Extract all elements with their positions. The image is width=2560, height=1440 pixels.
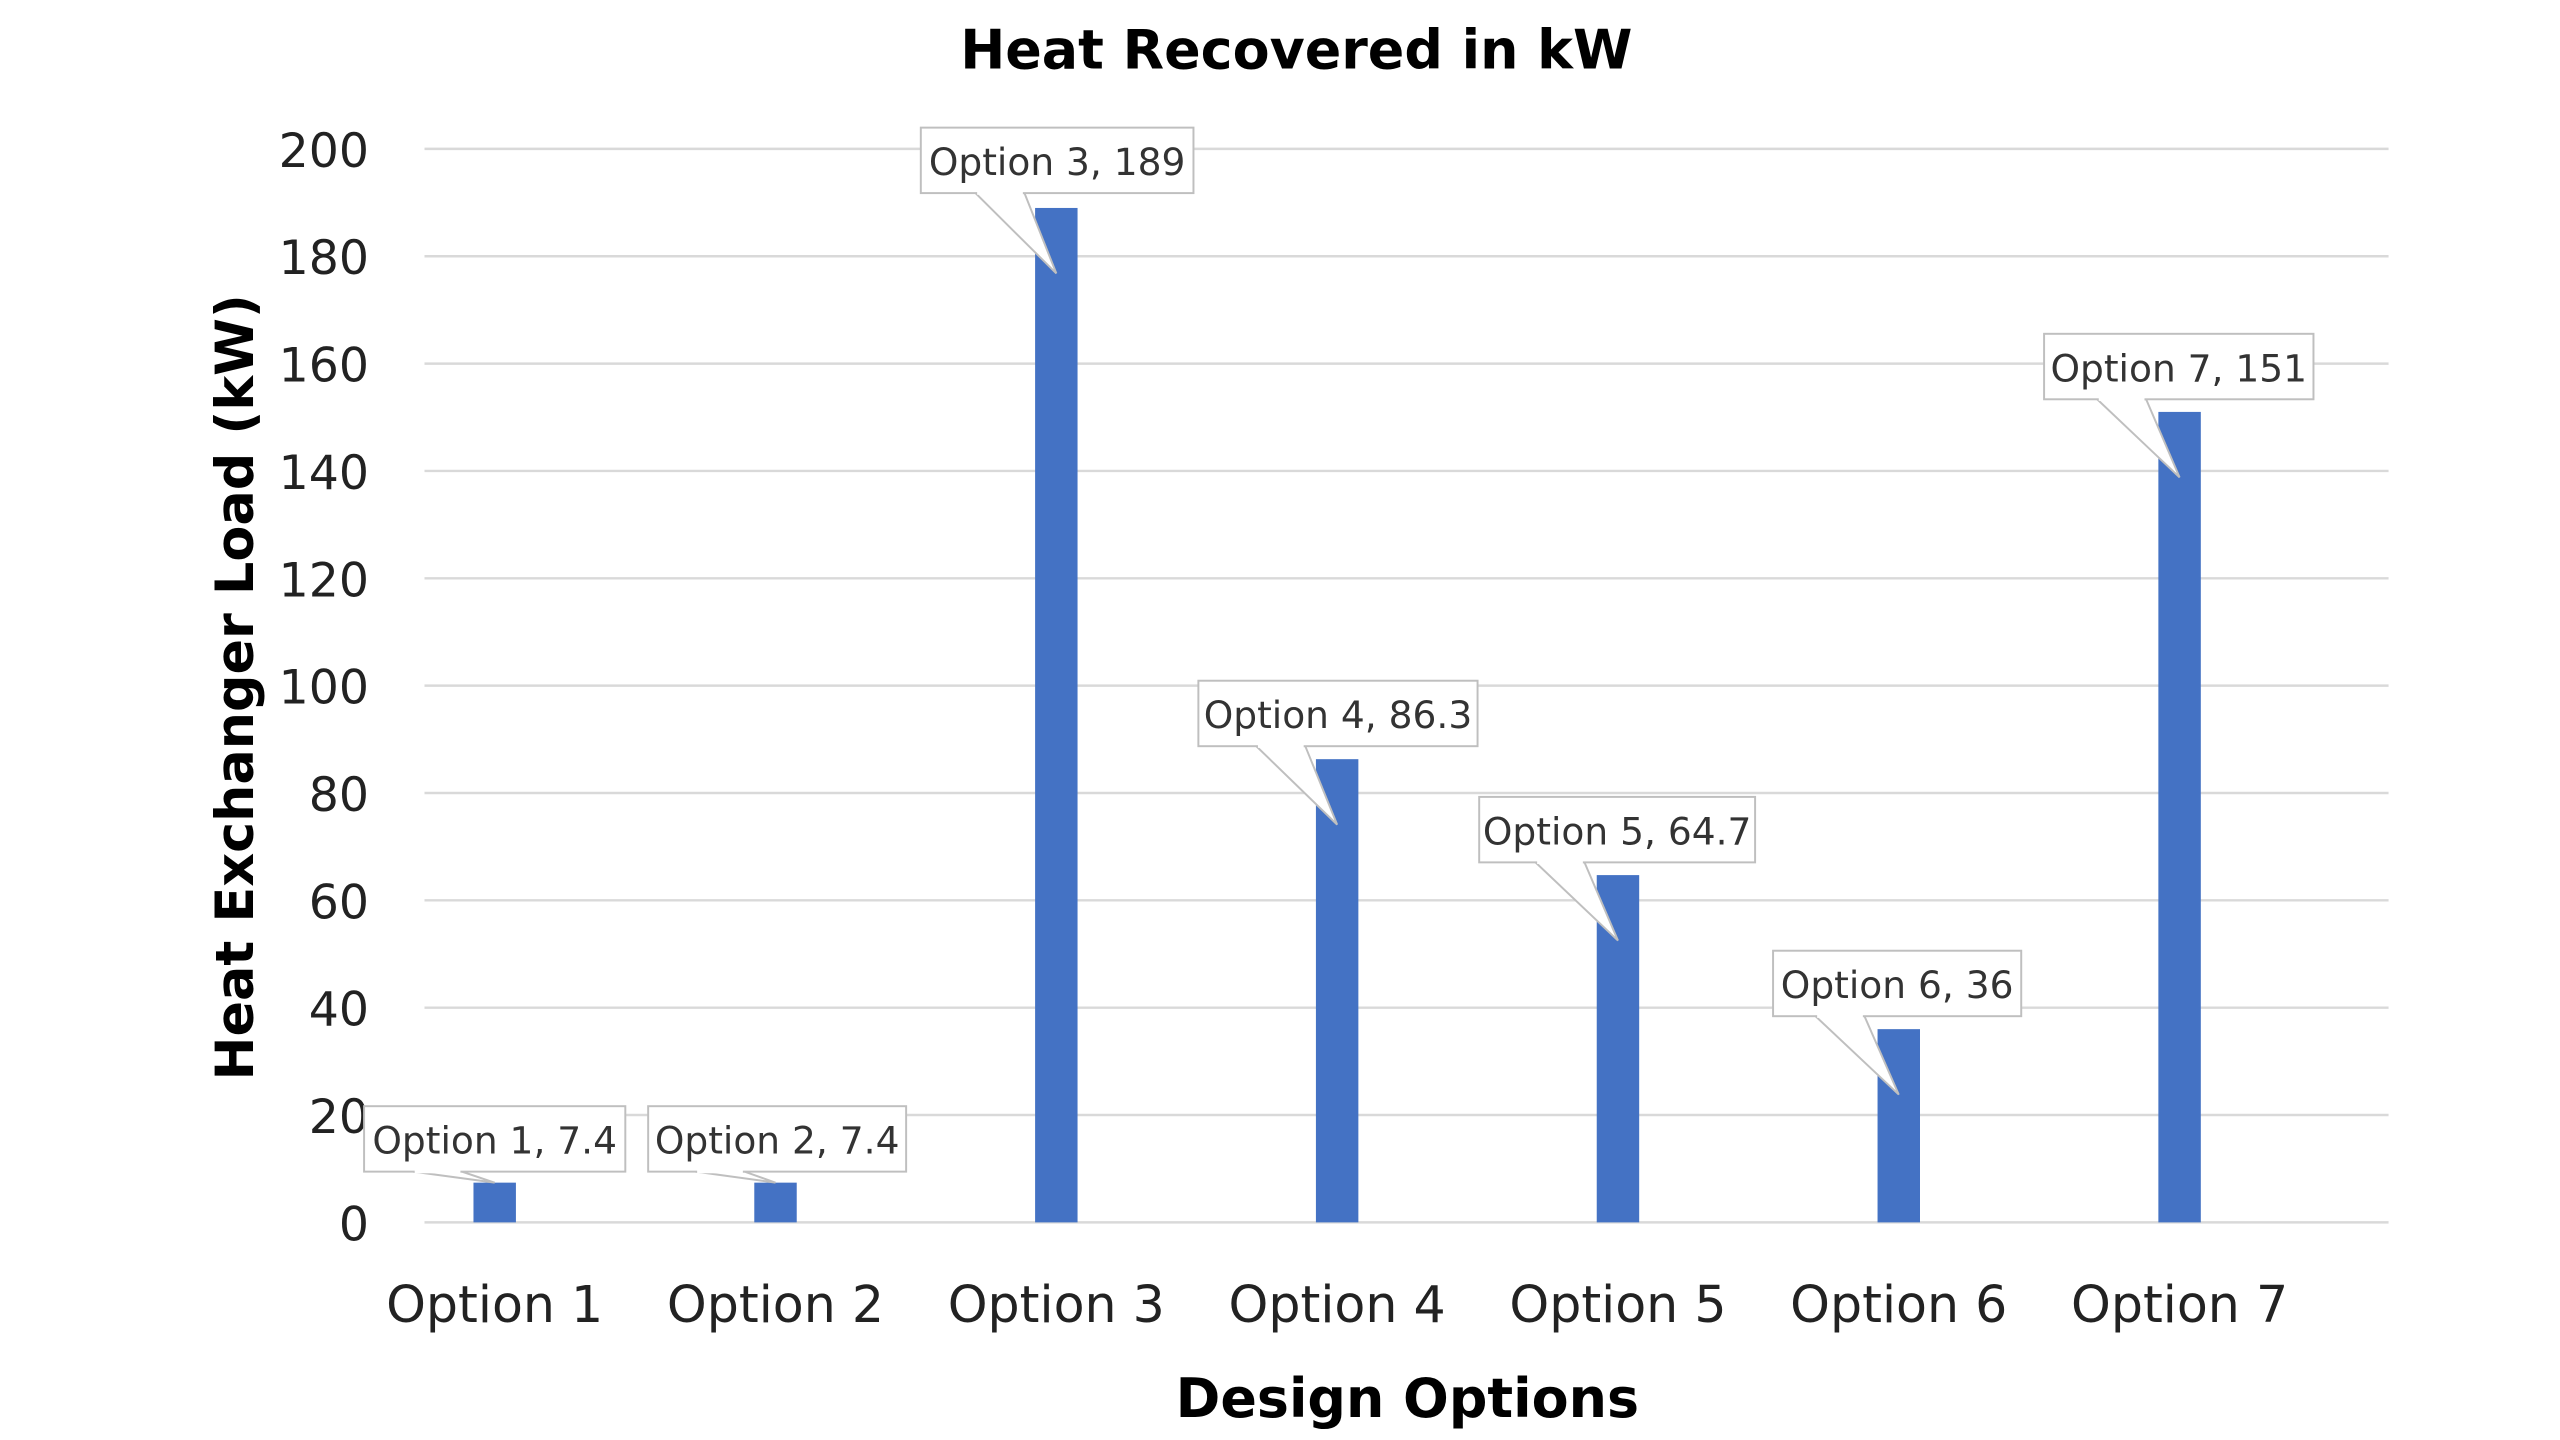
y-tick-label: 20 [309, 1090, 369, 1145]
x-tick-label: Option 3 [948, 1275, 1165, 1334]
data-label: Option 7, 151 [2043, 332, 2315, 479]
bar [2158, 411, 2201, 1223]
x-tick-label: Option 1 [386, 1275, 603, 1334]
y-axis-label: Heat Exchanger Load (kW) [205, 294, 266, 1080]
x-tick-label: Option 2 [667, 1275, 884, 1334]
bar [754, 1182, 797, 1223]
y-tick-label: 120 [279, 553, 369, 608]
data-label: Option 1, 7.4 [363, 1105, 627, 1184]
data-label-text: Option 1, 7.4 [372, 1119, 617, 1163]
callout-box [1478, 795, 1757, 864]
data-label: Option 2, 7.4 [647, 1105, 908, 1184]
data-label: Option 4, 86.3 [1197, 679, 1479, 826]
chart-title: Heat Recovered in kW [960, 19, 1632, 82]
y-tick-label: 40 [309, 983, 369, 1038]
y-tick-label: 200 [279, 124, 369, 179]
y-tick-label: 100 [279, 661, 369, 716]
y-tick-label: 140 [279, 446, 369, 501]
bar [1315, 759, 1359, 1223]
callout-pointer [412, 1170, 496, 1184]
callout-box [647, 1105, 908, 1173]
x-tick-label: Option 4 [1229, 1275, 1446, 1334]
x-axis-label: Design Options [1176, 1367, 1639, 1430]
data-label-text: Option 7, 151 [2050, 346, 2307, 390]
data-label: Option 6, 36 [1772, 949, 2023, 1096]
data-labels: Option 1, 7.4 Option 2, 7.4 Option 3, 189 O… [363, 126, 2315, 1184]
data-label-text: Option 5, 64.7 [1483, 809, 1752, 853]
x-tick-labels: Option 1 Option 2 Option 3 Option 4 Option 5… [386, 1275, 2288, 1334]
y-tick-labels: 0 20 40 60 80 100 120 140 160 180 200 [279, 124, 369, 1253]
x-tick-label: Option 5 [1509, 1275, 1726, 1334]
data-label-text: Option 3, 189 [929, 140, 1186, 184]
callout-box [1772, 949, 2023, 1018]
y-tick-label: 160 [279, 339, 369, 394]
y-tick-label: 60 [309, 875, 369, 930]
bar [473, 1182, 516, 1223]
bar [1596, 875, 1640, 1223]
callout-box [2043, 332, 2315, 401]
y-tick-label: 80 [309, 768, 369, 823]
data-label-text: Option 2, 7.4 [655, 1119, 900, 1163]
x-tick-label: Option 7 [2071, 1275, 2288, 1334]
callout-box [363, 1105, 627, 1173]
data-label-text: Option 6, 36 [1781, 963, 2014, 1007]
bar [1035, 207, 1078, 1223]
bar [1877, 1029, 1920, 1223]
data-label: Option 3, 189 [919, 126, 1195, 275]
bars [473, 207, 2201, 1223]
y-tick-label: 180 [279, 231, 369, 286]
data-label-text: Option 4, 86.3 [1204, 693, 1473, 737]
callout-box [1197, 679, 1479, 748]
callout-box [919, 126, 1195, 195]
data-label: Option 5, 64.7 [1478, 795, 1757, 942]
x-tick-label: Option 6 [1790, 1275, 2007, 1334]
y-tick-label: 0 [339, 1197, 369, 1252]
callout-pointer [695, 1170, 776, 1184]
